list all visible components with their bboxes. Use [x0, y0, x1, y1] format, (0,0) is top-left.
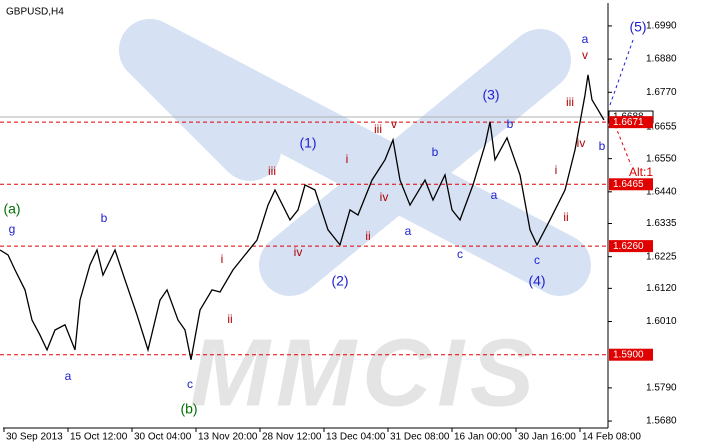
- wave-label: iv: [577, 136, 586, 150]
- watermark-text: MMCIS: [190, 319, 540, 426]
- wave-label: a: [405, 224, 412, 238]
- x-tick-label: 30 Jan 16:00: [518, 432, 576, 443]
- y-tick-label: 1.6335: [646, 218, 677, 229]
- wave-label: (b): [180, 401, 197, 417]
- wave-label: g: [9, 222, 16, 236]
- wave-label: (1): [299, 135, 316, 151]
- y-tick-label: 1.5680: [646, 416, 677, 427]
- wave-label: b: [599, 139, 606, 153]
- wave-label: iii: [374, 122, 382, 136]
- wave-label: a: [582, 32, 589, 46]
- y-tick-label: 1.6010: [646, 316, 677, 327]
- level-box: [609, 348, 653, 361]
- wave-label: v: [582, 48, 588, 62]
- x-tick-label: 13 Dec 04:00: [326, 432, 386, 443]
- x-tick-label: 15 Oct 12:00: [70, 432, 128, 443]
- level-box: [609, 240, 653, 253]
- y-tick-label: 1.6225: [646, 251, 677, 262]
- x-tick-label: 13 Nov 20:00: [198, 432, 258, 443]
- x-tick-label: 30 Oct 04:00: [134, 432, 192, 443]
- price-line: [0, 74, 605, 360]
- y-tick-label: 1.6440: [646, 186, 677, 197]
- wave-label: a: [491, 188, 498, 202]
- y-tick-label: 1.6770: [646, 87, 677, 98]
- level-label: 1.5900: [613, 349, 644, 360]
- wave-label: Alt:1: [629, 165, 653, 179]
- wave-label: iii: [268, 164, 276, 178]
- x-tick-label: 16 Jan 00:00: [454, 432, 512, 443]
- x-tick-label: 30 Sep 2013: [6, 432, 63, 443]
- wave-label: (4): [528, 273, 545, 289]
- wave-label: (3): [482, 87, 499, 103]
- wave-label: c: [457, 247, 463, 261]
- wave-label: i: [346, 152, 349, 166]
- wave-label: v: [391, 117, 397, 131]
- level-label: 1.6260: [613, 241, 644, 252]
- level-box: [609, 116, 653, 129]
- y-tick-label: 1.6550: [646, 153, 677, 164]
- wave-label: (a): [3, 201, 20, 217]
- wave-label: c: [534, 253, 540, 267]
- wave-label: (2): [331, 273, 348, 289]
- y-tick-label: 1.5790: [646, 383, 677, 394]
- level-label: 1.6465: [613, 179, 644, 190]
- wave-label: ii: [563, 210, 568, 224]
- y-tick-label: 1.6880: [646, 54, 677, 65]
- wave-label: c: [187, 377, 193, 391]
- wave-label: b: [432, 145, 439, 159]
- x-tick-label: 31 Dec 08:00: [390, 432, 450, 443]
- wave-label: a: [65, 369, 72, 383]
- wave-label: i: [221, 252, 224, 266]
- wave-label: iii: [566, 95, 574, 109]
- wave-label: (5): [629, 19, 646, 35]
- wave-label: ii: [365, 229, 370, 243]
- logo-stroke: [259, 29, 571, 296]
- wave-label: iv: [294, 245, 303, 259]
- x-tick-label: 28 Nov 12:00: [262, 432, 322, 443]
- wave-label: b: [101, 211, 108, 225]
- watermark-logo: [119, 19, 591, 296]
- y-tick-label: 1.6655: [646, 122, 677, 133]
- wave-label: ii: [227, 312, 232, 326]
- logo-stroke: [119, 19, 281, 181]
- wave-label: i: [555, 163, 558, 177]
- level-box: [609, 178, 653, 191]
- wave-label: b: [507, 117, 514, 131]
- y-tick-label: 1.6120: [646, 283, 677, 294]
- y-tick-label: 1.6990: [646, 21, 677, 32]
- chart-title: GBPUSD,H4: [6, 7, 64, 18]
- wave-label: iv: [380, 190, 389, 204]
- x-tick-label: 14 Feb 08:00: [582, 432, 641, 443]
- level-label: 1.6671: [613, 117, 644, 128]
